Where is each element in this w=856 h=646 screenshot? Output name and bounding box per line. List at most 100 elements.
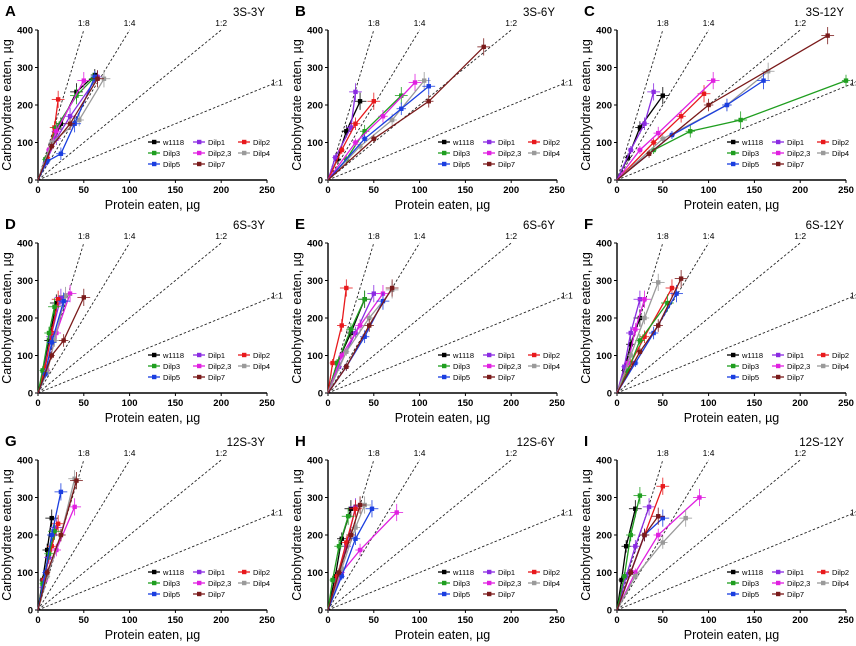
panel-i-legend-marker-dilp2-3: [776, 580, 781, 586]
panel-I: 1:8 1:4 1:2 1:1 0 50 100 150 200 250 0 100 200 300 400…: [579, 433, 856, 642]
panel-e-legend-label-dilp3: Dilp3: [453, 362, 470, 371]
panel-c-point-dilp2-3: [710, 78, 716, 83]
panel-G: 1:8 1:4 1:2 1:1 0 50 100 150 200 250 0 100 200 300 400…: [0, 433, 283, 642]
panel-a-x-tick-label: 0: [35, 185, 40, 196]
panel-f-point-dilp4: [656, 280, 661, 285]
panel-g-letter: G: [5, 433, 17, 450]
panel-b-legend-label-dilp2: Dilp2: [543, 138, 560, 147]
panel-c-x-axis-title: Protein eaten, µg: [684, 198, 780, 212]
panel-d-ratio-label-1-8: 1:8: [78, 231, 90, 241]
panel-c-point-dilp7: [646, 151, 652, 156]
panel-h-y-axis-title: Carbohydrate eaten, µg: [290, 469, 304, 601]
panel-f-point-w1118: [628, 342, 633, 347]
panel-b-point-dilp2-3: [412, 80, 418, 85]
panel-c-point-dilp2: [701, 91, 707, 96]
panel-d-y-tick-label: 400: [17, 239, 33, 250]
panel-b-y-tick-label: 200: [307, 101, 323, 112]
panel-h-ratio-line-1-4: [328, 459, 420, 610]
panel-c-ratio-label-1-1: 1:1: [850, 78, 856, 88]
panel-f-point-dilp5: [674, 291, 679, 296]
panel-g-point-dilp7: [74, 478, 79, 483]
panel-c-point-dilp1: [642, 121, 647, 126]
panel-i-letter: I: [584, 433, 588, 450]
panel-i-legend-marker-dilp1: [776, 569, 781, 575]
panel-d-legend-label-dilp1: Dilp1: [208, 351, 225, 360]
panel-b-legend-marker-dilp1: [487, 139, 492, 145]
panel-i-series-line-dilp4: [616, 517, 687, 611]
panel-a-point-dilp5: [92, 74, 97, 80]
panel-e-y-axis-title: Carbohydrate eaten, µg: [290, 252, 304, 384]
panel-f-x-tick-label: 250: [838, 398, 854, 409]
panel-f-legend-label-dilp3: Dilp3: [742, 362, 759, 371]
panel-a-y-tick-label: 300: [17, 63, 33, 74]
panel-a-point-dilp7: [49, 144, 54, 149]
panel-d-legend-label-dilp2: Dilp2: [253, 351, 270, 360]
panel-b-point-dilp2: [353, 121, 358, 126]
panel-f-point-dilp7: [637, 349, 643, 354]
panel-e-ratio-line-1-2: [328, 242, 512, 393]
panel-i-series-line-dilp1: [616, 506, 650, 611]
panel-h-y-tick-label: 400: [307, 456, 323, 467]
panel-d-point-dilp2: [55, 297, 61, 302]
panel-d-point-w1118: [46, 338, 52, 343]
panel-d-x-tick-label: 50: [79, 398, 90, 409]
panel-i-ratio-label-1-4: 1:4: [703, 448, 715, 458]
panel-g-legend-label-dilp5: Dilp5: [163, 590, 180, 599]
panel-d-legend-marker-dilp7: [197, 374, 202, 380]
panel-f-legend-label-w1118: w1118: [741, 351, 763, 360]
panel-d-x-tick-label: 150: [167, 398, 183, 409]
panel-b-legend-marker-dilp5: [442, 161, 447, 167]
panel-d-point-w1118: [54, 300, 59, 306]
panel-g-legend-marker-dilp4: [242, 580, 247, 586]
panel-e-point-dilp2-3: [357, 323, 363, 328]
panel-e-point-dilp3: [348, 327, 354, 332]
panel-c-legend-label-dilp4: Dilp4: [832, 149, 849, 158]
panel-b-point-dilp2-3: [380, 114, 386, 119]
panel-d-point-dilp5: [61, 298, 66, 304]
panel-e-legend-marker-w1118: [442, 352, 447, 358]
panel-f-y-tick-label: 300: [596, 276, 612, 287]
panel-a-legend-label-dilp2: Dilp2: [253, 138, 270, 147]
panel-e-y-tick-label: 100: [307, 351, 323, 362]
panel-c-point-dilp2-3: [656, 130, 661, 136]
panel-a-legend-marker-dilp4: [242, 150, 247, 156]
panel-a-letter: A: [5, 3, 16, 20]
panel-e-y-tick-label: 300: [307, 276, 323, 287]
panel-f-legend-label-dilp2-3: Dilp2,3: [787, 362, 810, 371]
panel-i-point-dilp7: [628, 570, 633, 575]
panel-c-y-tick-label: 400: [596, 26, 612, 37]
panel-i-point-dilp3: [622, 574, 627, 579]
panel-e-point-dilp1: [371, 291, 376, 296]
panel-g-legend-marker-dilp3: [152, 580, 157, 586]
panel-i-y-tick-label: 100: [596, 568, 612, 579]
panel-c-ratio-label-1-4: 1:4: [703, 18, 715, 28]
panel-c-legend-marker-dilp5: [731, 161, 736, 167]
panel-b-point-dilp2-3: [353, 140, 358, 145]
panel-f-series-line-dilp4: [616, 282, 659, 394]
panel-e-point-dilp5: [380, 298, 386, 304]
panel-h-legend-label-dilp2-3: Dilp2,3: [498, 579, 521, 588]
panel-a-ratio-label-1-2: 1:2: [215, 18, 227, 28]
panel-i-ratio-line-1-2: [617, 459, 801, 610]
panel-b-y-tick-label: 400: [307, 26, 323, 37]
panel-i-legend-label-dilp4: Dilp4: [832, 579, 849, 588]
panel-h-legend-marker-dilp3: [442, 580, 447, 586]
panel-a-x-tick-label: 200: [213, 185, 229, 196]
panel-d-x-tick-label: 0: [35, 398, 40, 409]
panel-b-legend-marker-dilp7: [487, 161, 492, 167]
panel-h-ratio-label-1-2: 1:2: [505, 448, 517, 458]
panel-h-x-axis-title: Protein eaten, µg: [395, 628, 491, 642]
panel-b-legend-label-dilp1: Dilp1: [498, 138, 515, 147]
panel-d-ratio-label-1-1: 1:1: [271, 291, 283, 301]
panel-g-x-tick-label: 200: [213, 615, 229, 626]
panel-i-point-dilp1: [646, 504, 652, 510]
panel-h-legend-label-dilp2: Dilp2: [543, 568, 560, 577]
panel-g-y-axis-title: Carbohydrate eaten, µg: [0, 469, 14, 601]
panel-c-point-dilp7: [825, 33, 830, 38]
panel-e-series-line-dilp3: [327, 299, 366, 394]
panel-i-y-tick-label: 400: [596, 456, 612, 467]
panel-f-series-line-dilp5: [616, 293, 678, 394]
panel-c-legend-label-w1118: w1118: [741, 138, 763, 147]
panel-e-ratio-line-1-1: [328, 295, 567, 393]
panel-h-legend-label-w1118: w1118: [452, 568, 474, 577]
